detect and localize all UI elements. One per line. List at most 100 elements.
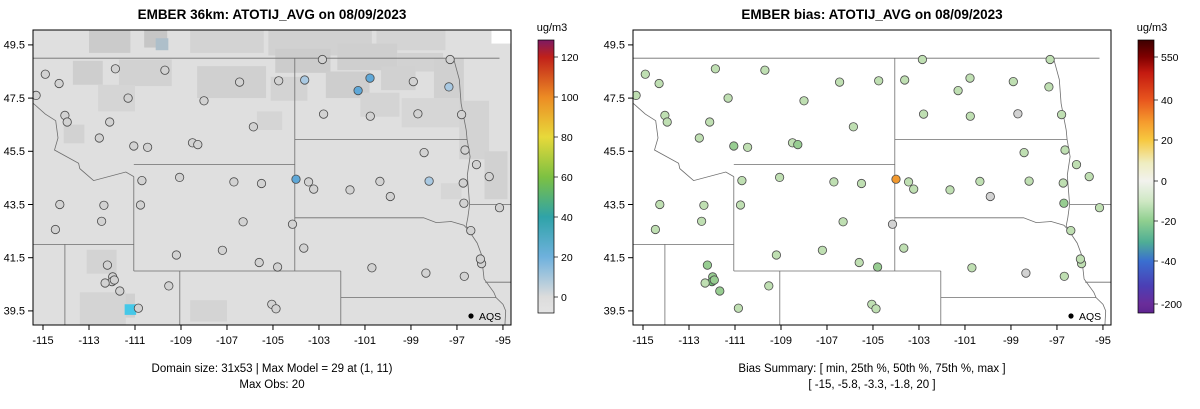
monitor-site-marker bbox=[891, 174, 901, 184]
monitor-site-marker bbox=[345, 185, 355, 195]
x-axis-tick-label: -99 bbox=[403, 335, 419, 347]
monitor-site-marker bbox=[838, 217, 848, 227]
raster-cell bbox=[275, 48, 331, 73]
monitor-site-marker bbox=[702, 260, 713, 270]
monitor-site-marker bbox=[1021, 268, 1031, 278]
colorbar-tick-label: 20 bbox=[561, 252, 573, 264]
monitor-site-marker bbox=[353, 86, 363, 96]
monitor-site-marker bbox=[99, 200, 109, 210]
monitor-site-marker bbox=[965, 73, 975, 83]
monitor-site-marker bbox=[256, 178, 267, 189]
monitor-site-marker bbox=[129, 141, 139, 151]
colorbar bbox=[537, 39, 555, 314]
colorbar-tick-label: 0 bbox=[561, 292, 567, 304]
y-axis-tick-label: 41.5 bbox=[4, 253, 25, 265]
plot-area: -115 -113 -111 -109 -107 -105 -103 -101 -99 -97 -9… bbox=[604, 29, 1182, 347]
state-border-line bbox=[633, 102, 734, 182]
monitor-site-marker bbox=[729, 141, 739, 151]
x-axis-tick-label: -107 bbox=[216, 335, 238, 347]
x-axis-tick-label: -103 bbox=[908, 335, 930, 347]
x-axis-tick-label: -111 bbox=[125, 335, 145, 347]
monitor-site-marker bbox=[871, 304, 881, 314]
x-axis-tick-label: -105 bbox=[262, 335, 284, 347]
aqs-legend-dot bbox=[1068, 313, 1074, 319]
monitor-site-marker bbox=[271, 304, 281, 314]
y-axis-tick-label: 41.5 bbox=[604, 253, 625, 265]
state-border-line bbox=[894, 217, 1070, 231]
monitor-site-marker bbox=[945, 185, 955, 195]
raster-cell bbox=[155, 38, 169, 51]
raster-cell bbox=[401, 98, 460, 128]
x-axis-tick-label: -99 bbox=[1003, 335, 1019, 347]
colorbar-tick-label: 100 bbox=[561, 92, 579, 104]
monitor-site-marker bbox=[900, 75, 910, 85]
panel-title: EMBER bias: ATOTIJ_AVG on 08/09/2023 bbox=[741, 7, 1003, 22]
monitor-site-marker bbox=[460, 145, 470, 155]
monitor-site-marker bbox=[1058, 178, 1068, 188]
monitor-site-marker bbox=[193, 140, 203, 150]
monitor-site-marker bbox=[775, 172, 785, 182]
monitor-site-marker bbox=[299, 243, 309, 253]
monitor-site-marker bbox=[105, 117, 115, 127]
colorbar-tick-label: -40 bbox=[1161, 256, 1176, 268]
raster-cell bbox=[124, 304, 137, 315]
y-axis-tick-label: 47.5 bbox=[604, 93, 625, 105]
monitor-site-marker bbox=[633, 90, 641, 100]
monitor-site-marker bbox=[274, 76, 284, 86]
model-map-svg: EMBER 36km: ATOTIJ_AVG on 08/09/2023 -11… bbox=[4, 7, 579, 391]
monitor-site-marker bbox=[291, 174, 301, 184]
monitor-site-marker bbox=[135, 200, 146, 210]
monitor-site-marker bbox=[760, 65, 770, 75]
raster-cell bbox=[484, 151, 508, 200]
monitor-site-marker bbox=[248, 122, 258, 132]
panel-title: EMBER 36km: ATOTIJ_AVG on 08/09/2023 bbox=[138, 7, 407, 22]
colorbar-tick-label: 60 bbox=[561, 172, 573, 184]
monitor-site-marker bbox=[1066, 226, 1076, 236]
monitor-site-marker bbox=[1045, 54, 1055, 65]
map-layer bbox=[33, 30, 511, 325]
state-border-line bbox=[1065, 139, 1071, 231]
y-axis-tick-label: 43.5 bbox=[604, 199, 625, 211]
monitor-site-marker bbox=[419, 148, 429, 158]
x-axis-tick-label: -95 bbox=[495, 335, 511, 347]
monitor-site-marker bbox=[164, 281, 174, 291]
colorbar-tick-label: 550 bbox=[1161, 52, 1179, 64]
bias-map-panel: EMBER bias: ATOTIJ_AVG on 08/09/2023 -11… bbox=[600, 0, 1200, 409]
monitor-site-marker bbox=[235, 77, 245, 87]
monitor-site-marker bbox=[421, 268, 431, 278]
bias-map-svg: EMBER bias: ATOTIJ_AVG on 08/09/2023 -11… bbox=[604, 7, 1183, 391]
monitor-site-marker bbox=[199, 96, 209, 106]
colorbar-tick-label: 120 bbox=[561, 52, 579, 64]
monitor-site-marker bbox=[458, 178, 468, 188]
state-border-line bbox=[33, 102, 134, 182]
monitor-site-marker bbox=[365, 73, 375, 83]
y-axis-tick-label: 49.5 bbox=[604, 40, 625, 52]
x-axis-tick-label: -107 bbox=[816, 335, 838, 347]
x-axis-tick-label: -113 bbox=[78, 335, 99, 347]
monitor-site-marker bbox=[133, 303, 143, 313]
monitor-site-marker bbox=[771, 250, 781, 260]
monitor-site-marker bbox=[699, 200, 709, 210]
raster-cell bbox=[190, 30, 264, 53]
monitor-site-marker bbox=[903, 177, 914, 187]
monitor-site-marker bbox=[318, 109, 329, 119]
monitor-site-marker bbox=[887, 219, 898, 229]
monitor-site-marker bbox=[967, 263, 977, 273]
state-border-line bbox=[1068, 230, 1097, 298]
y-axis-tick-label: 43.5 bbox=[4, 199, 25, 211]
monitor-site-marker bbox=[137, 176, 147, 186]
monitor-site-marker bbox=[471, 160, 482, 170]
raster-cell bbox=[88, 30, 131, 53]
raster-cell bbox=[63, 124, 85, 144]
colorbar-tick-label: 40 bbox=[1161, 95, 1173, 107]
raster-cell bbox=[360, 92, 400, 117]
x-axis-tick-label: -95 bbox=[1095, 335, 1111, 347]
colorbar-tick-label: -200 bbox=[1161, 299, 1182, 311]
caption-line-1: Bias Summary: [ min, 25th %, 50th %, 75t… bbox=[738, 363, 1005, 375]
raster-cell bbox=[79, 292, 126, 325]
monitor-site-marker bbox=[899, 243, 909, 253]
x-axis-tick-label: -113 bbox=[678, 335, 699, 347]
monitor-site-marker bbox=[408, 77, 418, 87]
map-layer bbox=[633, 54, 1111, 325]
monitor-site-marker bbox=[229, 177, 239, 187]
